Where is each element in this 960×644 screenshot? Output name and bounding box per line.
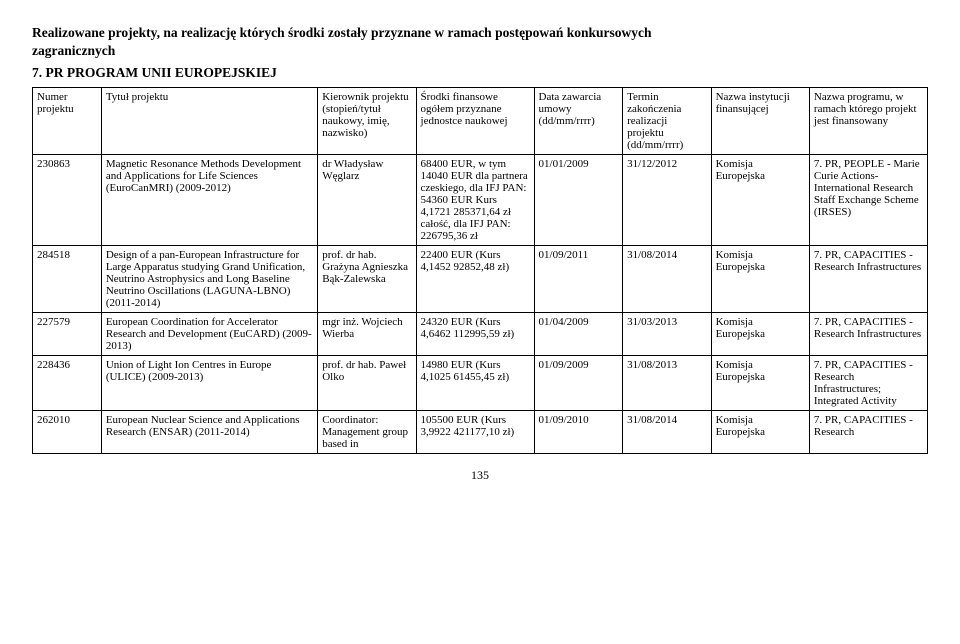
- cell-date-signed: 01/09/2009: [534, 356, 623, 411]
- cell-funder: Komisja Europejska: [711, 155, 809, 246]
- cell-program: 7. PR, CAPACITIES - Research Infrastruct…: [809, 246, 927, 313]
- cell-id: 262010: [33, 411, 102, 454]
- cell-id: 228436: [33, 356, 102, 411]
- col-header: Data zawarcia umowy (dd/mm/rrrr): [534, 88, 623, 155]
- table-header-row: Numer projektu Tytuł projektu Kierownik …: [33, 88, 928, 155]
- cell-funds: 22400 EUR (Kurs 4,1452 92852,48 zł): [416, 246, 534, 313]
- cell-date-end: 31/08/2014: [623, 411, 712, 454]
- cell-date-signed: 01/04/2009: [534, 313, 623, 356]
- cell-title: Magnetic Resonance Methods Development a…: [101, 155, 317, 246]
- heading-subtitle: 7. PR PROGRAM UNII EUROPEJSKIEJ: [32, 65, 928, 81]
- cell-date-end: 31/08/2014: [623, 246, 712, 313]
- table-row: 227579 European Coordination for Acceler…: [33, 313, 928, 356]
- cell-funds: 14980 EUR (Kurs 4,1025 61455,45 zł): [416, 356, 534, 411]
- cell-funder: Komisja Europejska: [711, 411, 809, 454]
- cell-funder: Komisja Europejska: [711, 246, 809, 313]
- col-header: Tytuł projektu: [101, 88, 317, 155]
- table-row: 230863 Magnetic Resonance Methods Develo…: [33, 155, 928, 246]
- table-row: 262010 European Nuclear Science and Appl…: [33, 411, 928, 454]
- cell-title: European Nuclear Science and Application…: [101, 411, 317, 454]
- cell-date-end: 31/03/2013: [623, 313, 712, 356]
- cell-program: 7. PR, PEOPLE - Marie Curie Actions- Int…: [809, 155, 927, 246]
- cell-date-signed: 01/09/2011: [534, 246, 623, 313]
- cell-title: Design of a pan-European Infrastructure …: [101, 246, 317, 313]
- cell-funder: Komisja Europejska: [711, 313, 809, 356]
- heading-line1: Realizowane projekty, na realizację któr…: [32, 24, 928, 42]
- cell-leader: prof. dr hab. Paweł Olko: [318, 356, 416, 411]
- col-header: Środki finansowe ogółem przyznane jednos…: [416, 88, 534, 155]
- cell-funder: Komisja Europejska: [711, 356, 809, 411]
- cell-program: 7. PR, CAPACITIES - Research Infrastruct…: [809, 356, 927, 411]
- heading-line2: zagranicznych: [32, 42, 928, 60]
- cell-funds: 24320 EUR (Kurs 4,6462 112995,59 zł): [416, 313, 534, 356]
- table-row: 284518 Design of a pan-European Infrastr…: [33, 246, 928, 313]
- table-row: 228436 Union of Light Ion Centres in Eur…: [33, 356, 928, 411]
- table-body: 230863 Magnetic Resonance Methods Develo…: [33, 155, 928, 454]
- col-header: Kierownik projektu (stopień/tytuł naukow…: [318, 88, 416, 155]
- cell-date-signed: 01/01/2009: [534, 155, 623, 246]
- cell-id: 227579: [33, 313, 102, 356]
- cell-leader: mgr inż. Wojciech Wierba: [318, 313, 416, 356]
- cell-funds: 68400 EUR, w tym 14040 EUR dla partnera …: [416, 155, 534, 246]
- cell-leader: dr Władysław Węglarz: [318, 155, 416, 246]
- cell-program: 7. PR, CAPACITIES - Research: [809, 411, 927, 454]
- col-header: Numer projektu: [33, 88, 102, 155]
- cell-funds: 105500 EUR (Kurs 3,9922 421177,10 zł): [416, 411, 534, 454]
- col-header: Nazwa programu, w ramach którego projekt…: [809, 88, 927, 155]
- cell-program: 7. PR, CAPACITIES - Research Infrastruct…: [809, 313, 927, 356]
- cell-leader: prof. dr hab. Grażyna Agnieszka Bąk-Zale…: [318, 246, 416, 313]
- col-header: Nazwa instytucji finansującej: [711, 88, 809, 155]
- cell-id: 284518: [33, 246, 102, 313]
- cell-leader: Coordinator: Management group based in: [318, 411, 416, 454]
- cell-id: 230863: [33, 155, 102, 246]
- page-number: 135: [32, 468, 928, 483]
- cell-date-signed: 01/09/2010: [534, 411, 623, 454]
- projects-table: Numer projektu Tytuł projektu Kierownik …: [32, 87, 928, 454]
- cell-title: Union of Light Ion Centres in Europe (UL…: [101, 356, 317, 411]
- cell-title: European Coordination for Accelerator Re…: [101, 313, 317, 356]
- col-header: Termin zakończenia realizacji projektu (…: [623, 88, 712, 155]
- cell-date-end: 31/08/2013: [623, 356, 712, 411]
- title-block: Realizowane projekty, na realizację któr…: [32, 24, 928, 81]
- cell-date-end: 31/12/2012: [623, 155, 712, 246]
